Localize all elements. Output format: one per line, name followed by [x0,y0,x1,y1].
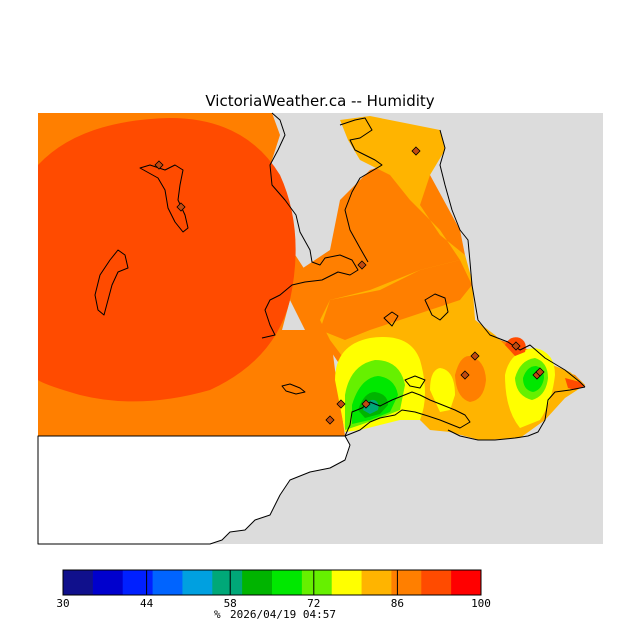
land-mass-south [37,435,351,545]
station-marker [325,415,335,425]
station-marker [361,399,371,409]
legend-bin [152,570,183,595]
coastlines [94,112,586,441]
legend-bin [331,570,363,595]
coast-east-shore [439,129,586,388]
legend-bin [391,570,422,595]
map-area [37,112,603,545]
legend-bin [122,570,154,595]
legend-bin [242,570,273,595]
coast-saanich [339,117,383,263]
legend-tick-label: 72 [307,597,320,610]
legend-unit: % [214,608,221,621]
island-north [139,164,189,233]
coast-haro-strait [404,375,426,389]
contour-band-86-91-tip [565,378,585,390]
legend-bin [361,570,392,595]
humidity-contours [38,113,585,440]
coast-west-mainland [261,112,359,339]
legend-tick-label: 58 [224,597,237,610]
station-marker [154,160,164,170]
legend-tick-label: 44 [140,597,154,610]
station-marker [357,260,367,270]
station-marker [511,341,521,351]
legend-tick-label: 86 [391,597,404,610]
island-small-1 [424,293,449,321]
station-marker [336,399,346,409]
station-marker [535,367,545,377]
contour-band-81-86-mid [455,355,486,402]
map-title: VictoriaWeather.ca -- Humidity [205,92,434,110]
island-small-2 [383,311,399,327]
coast-victoria [344,391,471,437]
legend-bin [92,570,124,595]
legend-tick-label: 30 [56,597,69,610]
island-west [94,249,129,316]
legend-colorbar [62,569,482,596]
island-small-3 [281,383,306,395]
legend-bin [301,570,333,595]
station-marker [470,351,480,361]
contour-band-81-86-inner [320,260,472,340]
legend-ticks: 30 44 58 72 86 100 [56,570,491,610]
station-marker [411,146,421,156]
legend-bin [272,570,303,595]
station-marker [176,202,186,212]
legend-bin [63,570,94,595]
legend: 30 44 58 72 86 100 % 2026/04/19 04:57 [56,569,491,621]
station-marker [460,370,470,380]
legend-bin [212,570,243,595]
legend-tick-label: 100 [471,597,491,610]
contour-band-72-77-b [430,368,455,412]
legend-bin [182,570,213,595]
legend-bin [421,570,452,595]
contour-band-86-91 [38,118,296,402]
legend-timestamp: 2026/04/19 04:57 [230,608,336,621]
station-markers [154,146,545,425]
legend-bin [451,570,482,595]
coast-south-shore [447,386,586,441]
